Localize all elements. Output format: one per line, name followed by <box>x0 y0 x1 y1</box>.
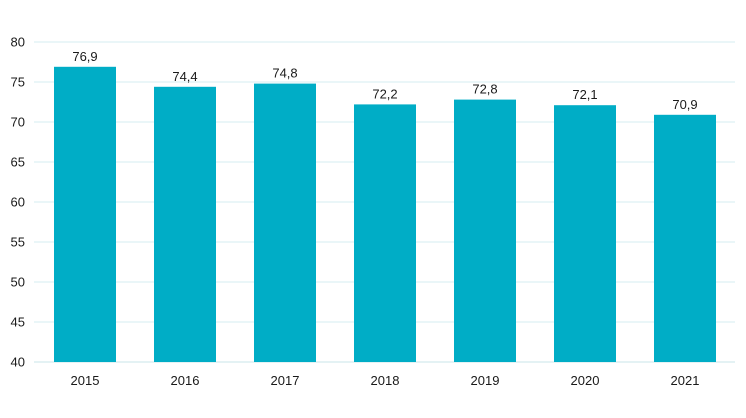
x-tick-label-2018: 2018 <box>371 373 400 388</box>
data-labels: 76,9 74,4 74,8 72,2 72,8 72,1 70,9 <box>72 49 697 112</box>
y-tick-label: 75 <box>11 75 25 90</box>
bar-2016 <box>154 86 216 363</box>
y-tick-label: 80 <box>11 35 25 50</box>
bar-2021 <box>654 114 716 362</box>
y-axis: 40 45 50 55 60 65 70 75 80 <box>11 35 25 370</box>
y-tick-label: 40 <box>11 355 25 370</box>
data-label-2015: 76,9 <box>72 49 97 64</box>
bar-2018 <box>354 104 416 363</box>
data-label-2018: 72,2 <box>372 86 397 101</box>
bar-2015 <box>54 66 116 363</box>
y-tick-label: 65 <box>11 155 25 170</box>
y-tick-label: 60 <box>11 195 25 210</box>
x-axis: 2015 2016 2017 2018 2019 2020 2021 <box>71 373 700 388</box>
x-tick-label-2015: 2015 <box>71 373 100 388</box>
x-tick-label-2021: 2021 <box>671 373 700 388</box>
data-label-2021: 70,9 <box>672 97 697 112</box>
y-tick-label: 55 <box>11 235 25 250</box>
y-tick-label: 70 <box>11 115 25 130</box>
y-tick-label: 50 <box>11 275 25 290</box>
data-label-2016: 74,4 <box>172 69 197 84</box>
x-tick-label-2019: 2019 <box>471 373 500 388</box>
y-tick-label: 45 <box>11 315 25 330</box>
bars <box>54 66 716 363</box>
bar-2020 <box>554 105 616 362</box>
data-label-2019: 72,8 <box>472 82 497 97</box>
x-tick-label-2016: 2016 <box>171 373 200 388</box>
x-tick-label-2017: 2017 <box>271 373 300 388</box>
bar-2019 <box>454 99 516 362</box>
data-label-2017: 74,8 <box>272 66 297 81</box>
x-tick-label-2020: 2020 <box>571 373 600 388</box>
data-label-2020: 72,1 <box>572 87 597 102</box>
bar-2017 <box>254 83 316 362</box>
